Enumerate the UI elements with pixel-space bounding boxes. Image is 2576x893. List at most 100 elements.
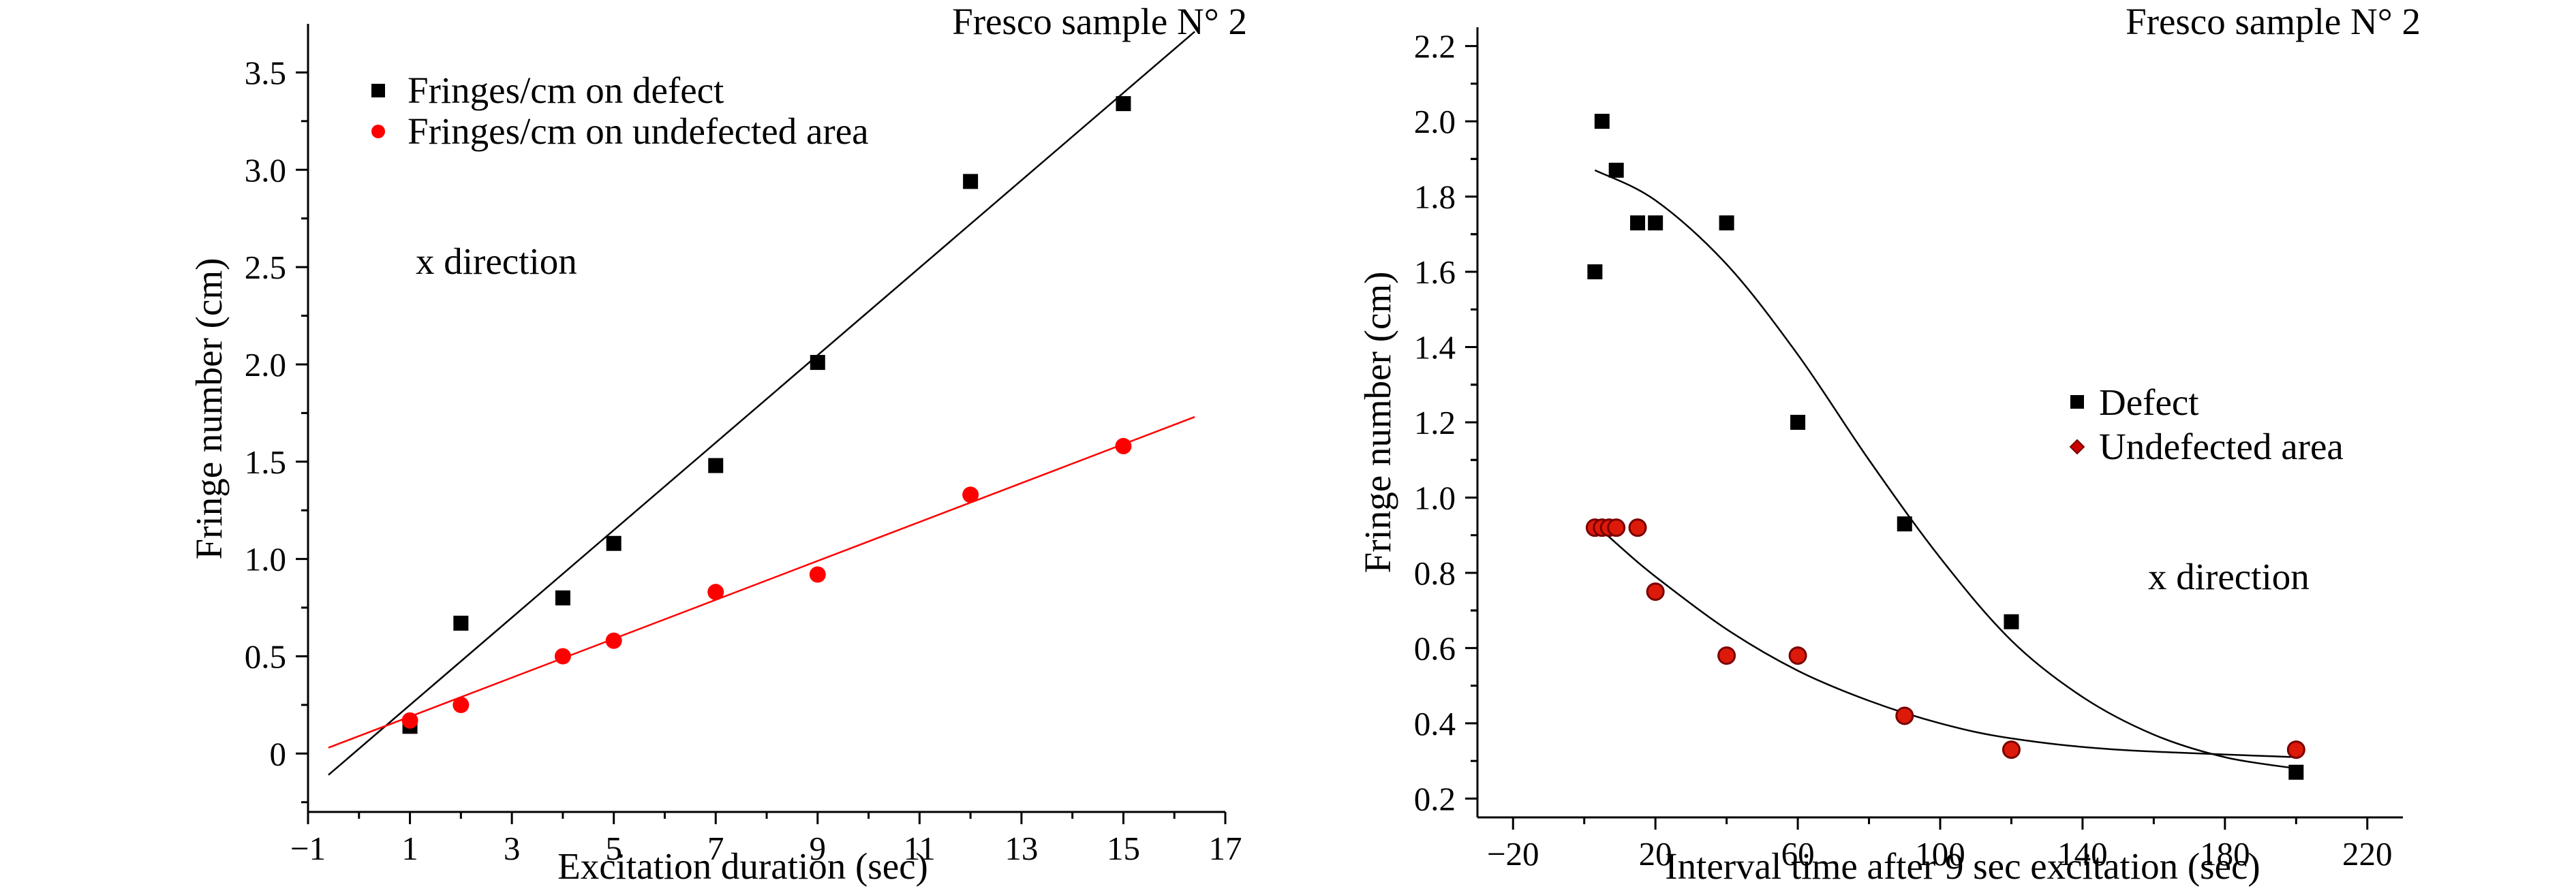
right-y-tick-label: 1.6 (1414, 253, 1456, 291)
left-x-tick-label: 11 (904, 830, 936, 867)
left-point-undefected (401, 712, 418, 729)
left-x-tick-label: 13 (1005, 830, 1038, 867)
left-point-defect (453, 615, 469, 631)
right-point-defect (2288, 764, 2304, 780)
left-legend-label-defect: Fringes/cm on defect (408, 69, 724, 111)
left-point-undefected (962, 486, 979, 503)
right-point-defect (1790, 415, 1806, 430)
right-y-tick-label: 0.2 (1414, 780, 1456, 817)
left-chart: Fresco sample N° 2 −1 1 3 5 7 9 11 13 15 1700.51.… (188, 1, 1247, 887)
right-x-axis-title: Interval time after 9 sec excitation (se… (1665, 845, 2260, 887)
right-axes: −20 20 60 100 140 180 220 0.2 0.4 0.6 0.8 1.0 1.2 1.4… (1414, 27, 2403, 873)
right-point-defect (1719, 215, 1734, 231)
right-chart-title: Fresco sample N° 2 (2126, 1, 2421, 42)
right-y-tick-label: 1.0 (1414, 479, 1456, 516)
right-fit-line-undefected (1594, 523, 2297, 758)
right-x-tick-label: −20 (1487, 835, 1539, 873)
right-point-undefected (2002, 740, 2021, 759)
left-x-tick-label: 9 (810, 830, 827, 867)
right-y-tick-label: 0.4 (1414, 705, 1456, 742)
left-fit-line-undefected (328, 416, 1195, 749)
left-y-tick-label: 2.5 (245, 249, 286, 286)
left-point-undefected (453, 696, 470, 713)
left-y-tick-label: 3.0 (245, 151, 286, 189)
right-point-undefected (1628, 518, 1647, 537)
right-legend-label-defect: Defect (2099, 381, 2199, 423)
right-legend-marker-defect (2070, 395, 2084, 409)
left-markers (401, 96, 1132, 734)
left-legend: Fringes/cm on defect Fringes/cm on undef… (371, 69, 869, 152)
left-point-undefected (809, 566, 826, 583)
left-legend-marker-defect (371, 84, 385, 97)
left-x-tick-label: 5 (605, 830, 622, 867)
right-legend: Defect Undefected area (2069, 381, 2344, 467)
right-point-defect (1897, 516, 1912, 532)
right-fit-lines (1594, 169, 2297, 770)
left-chart-title: Fresco sample N° 2 (952, 1, 1247, 42)
right-chart: Fresco sample N° 2 −20 20 60 100 140 180 220 0.… (1357, 1, 2421, 887)
left-point-undefected (554, 648, 571, 665)
left-y-tick-label: 0.5 (245, 638, 286, 675)
right-x-tick-label: 100 (1915, 835, 1965, 873)
right-y-tick-label: 1.2 (1414, 404, 1456, 441)
right-fit-line-defect (1594, 169, 2297, 770)
right-y-tick-label: 0.8 (1414, 554, 1456, 592)
left-annotation-x-direction: x direction (416, 240, 577, 282)
right-point-defect (1587, 264, 1603, 280)
right-point-undefected (1788, 646, 1807, 665)
left-x-tick-label: 7 (707, 830, 724, 867)
right-point-defect (1648, 215, 1663, 231)
left-y-tick-label: 1.0 (245, 541, 286, 578)
right-point-defect (1594, 114, 1610, 129)
left-point-undefected (707, 584, 724, 601)
left-y-tick-label: 0 (270, 735, 287, 772)
left-point-defect (555, 590, 570, 606)
right-x-tick-label: 140 (2057, 835, 2108, 873)
left-y-axis-title: Fringe number (cm) (188, 258, 230, 560)
right-x-tick-label: 180 (2200, 835, 2250, 873)
left-x-tick-label: 3 (504, 830, 521, 867)
right-point-undefected (1717, 646, 1736, 665)
right-x-tick-label: 60 (1781, 835, 1815, 873)
left-x-tick-label: 15 (1107, 830, 1140, 867)
right-markers (1585, 114, 2305, 780)
right-point-undefected (2286, 740, 2305, 759)
left-point-defect (606, 535, 622, 551)
right-y-tick-label: 2.2 (1414, 28, 1456, 65)
right-y-tick-label: 2.0 (1414, 103, 1456, 140)
right-x-tick-label: 220 (2342, 835, 2393, 873)
left-legend-label-undefected: Fringes/cm on undefected area (408, 110, 869, 152)
right-point-defect (1630, 215, 1646, 231)
left-point-defect (708, 458, 724, 473)
left-x-axis-title: Excitation duration (sec) (557, 845, 928, 887)
right-y-tick-label: 1.4 (1414, 329, 1456, 366)
left-point-defect (963, 174, 979, 189)
right-y-tick-label: 0.6 (1414, 629, 1456, 667)
left-y-tick-label: 2.0 (245, 346, 286, 383)
left-fit-line-defect (328, 31, 1195, 776)
left-x-tick-label: 1 (401, 830, 418, 867)
left-legend-marker-undefected (371, 125, 385, 138)
left-y-tick-label: 3.5 (245, 54, 286, 91)
right-annotation-x-direction: x direction (2148, 556, 2310, 597)
left-fit-lines (328, 31, 1195, 776)
right-point-undefected (1895, 706, 1914, 725)
left-x-tick-label: −1 (290, 830, 326, 867)
right-y-axis-title: Fringe number (cm) (1357, 272, 1398, 574)
right-point-undefected (1607, 518, 1626, 537)
right-legend-marker-undefected (2069, 439, 2085, 455)
right-y-tick-label: 1.8 (1414, 178, 1456, 216)
right-point-defect (2004, 614, 2019, 629)
left-point-defect (1116, 96, 1131, 112)
right-point-undefected (1646, 582, 1665, 601)
left-y-tick-label: 1.5 (245, 443, 286, 481)
right-x-tick-label: 20 (1639, 835, 1672, 873)
left-point-undefected (605, 632, 622, 649)
right-point-defect (1608, 162, 1624, 178)
left-x-tick-label: 17 (1209, 830, 1242, 867)
right-legend-label-undefected: Undefected area (2099, 426, 2344, 467)
left-point-undefected (1115, 437, 1132, 454)
left-point-defect (810, 355, 825, 371)
